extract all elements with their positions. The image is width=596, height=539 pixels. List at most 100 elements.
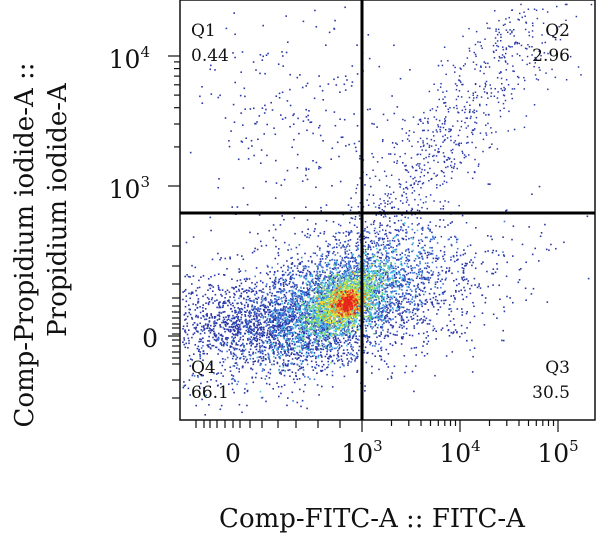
event-point [532, 24, 534, 27]
event-point [450, 259, 452, 261]
event-point [395, 321, 397, 324]
event-point [310, 297, 312, 300]
event-point [254, 339, 257, 342]
event-point [284, 281, 286, 283]
event-point [305, 351, 308, 354]
event-point [418, 257, 421, 259]
event-point [484, 82, 487, 85]
event-point [230, 328, 232, 331]
event-point [350, 252, 353, 254]
event-point [381, 295, 383, 298]
event-point [449, 320, 452, 322]
event-point [299, 306, 301, 308]
event-point [241, 308, 244, 311]
event-point [242, 290, 245, 293]
event-point [197, 302, 199, 304]
event-point [327, 366, 329, 368]
event-point [310, 333, 312, 336]
event-point [445, 270, 447, 273]
event-point [468, 50, 471, 52]
event-point [211, 258, 214, 261]
event-point [439, 280, 442, 282]
event-point [385, 348, 388, 351]
event-point [244, 348, 247, 351]
event-point [516, 42, 519, 44]
event-point [472, 99, 474, 102]
event-point [205, 394, 207, 397]
event-point [247, 323, 249, 325]
event-point [398, 305, 401, 308]
event-point [443, 161, 446, 164]
event-point [217, 186, 219, 189]
event-point [368, 257, 371, 259]
event-point [547, 52, 549, 55]
event-point [307, 376, 309, 378]
event-point [197, 345, 200, 348]
event-point [282, 364, 285, 367]
event-point [351, 278, 354, 280]
event-point [301, 312, 304, 314]
event-point [278, 395, 280, 398]
event-point [347, 253, 350, 255]
event-point [527, 44, 529, 46]
event-point [438, 119, 441, 122]
event-point [307, 343, 310, 346]
event-point [552, 36, 554, 38]
event-point [397, 309, 400, 311]
event-point [411, 192, 414, 194]
event-point [261, 396, 264, 399]
event-point [348, 260, 350, 263]
event-point [466, 57, 469, 59]
event-point [452, 255, 455, 257]
event-point [345, 263, 348, 265]
event-point [228, 291, 231, 293]
event-point [248, 326, 251, 328]
event-point [458, 75, 461, 77]
event-point [457, 258, 459, 261]
event-point [288, 329, 290, 332]
event-point [254, 360, 256, 362]
event-point [277, 346, 280, 348]
event-point [423, 341, 425, 343]
event-point [437, 150, 439, 153]
event-point [327, 360, 329, 363]
event-point [391, 95, 393, 97]
event-point [184, 329, 186, 331]
event-point [307, 323, 310, 325]
event-point [285, 51, 288, 54]
event-point [306, 178, 309, 181]
event-point [283, 326, 285, 329]
event-point [354, 320, 356, 323]
event-point [372, 326, 374, 328]
event-point [401, 252, 403, 254]
event-point [218, 315, 221, 318]
event-point [313, 330, 316, 333]
event-point [540, 232, 543, 234]
event-point [391, 281, 393, 284]
event-point [349, 231, 351, 234]
event-point [259, 54, 262, 56]
event-point [191, 283, 193, 285]
event-point [364, 221, 367, 223]
event-point [353, 257, 355, 260]
event-point [273, 345, 276, 347]
event-point [188, 379, 191, 381]
event-point [413, 190, 416, 192]
event-point [255, 313, 258, 315]
event-point [338, 239, 340, 241]
event-point [467, 280, 470, 282]
event-point [351, 309, 354, 311]
event-point [424, 303, 426, 305]
event-point [551, 68, 553, 71]
event-point [206, 344, 209, 346]
event-point [199, 332, 202, 335]
event-point [213, 330, 215, 333]
event-point [290, 315, 293, 318]
event-point [481, 312, 484, 314]
event-point [274, 239, 277, 242]
event-point [264, 306, 266, 309]
event-point [315, 274, 317, 277]
event-point [255, 335, 258, 338]
event-point [307, 288, 309, 291]
event-point [315, 329, 318, 331]
